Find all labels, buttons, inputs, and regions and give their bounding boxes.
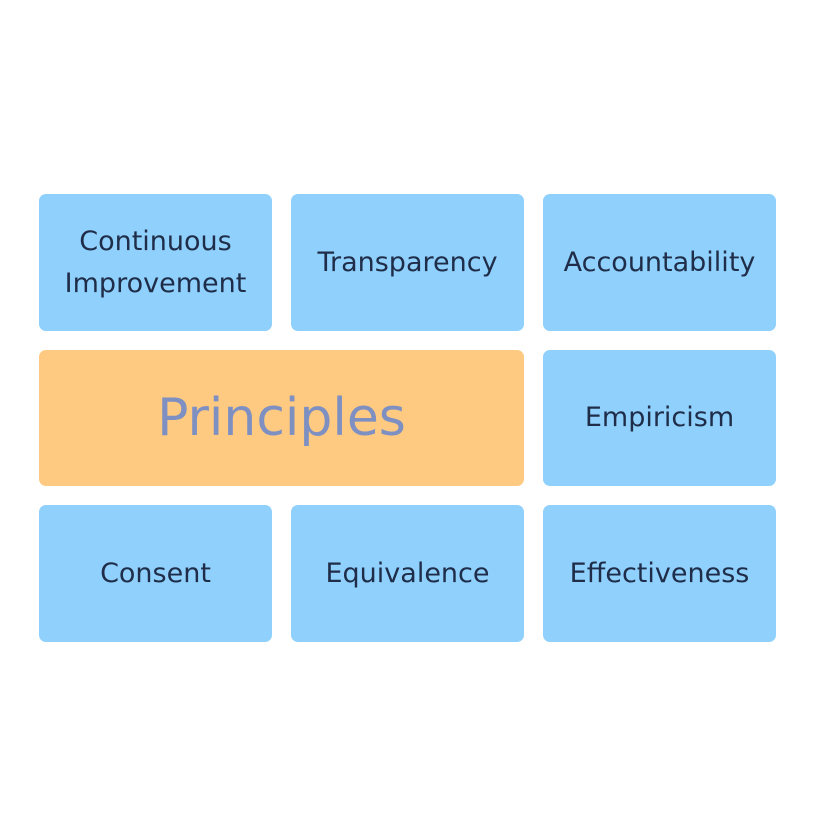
center-title: Principles (157, 388, 406, 448)
tile-equivalence: Equivalence (291, 505, 524, 642)
tile-label: Transparency (317, 246, 498, 278)
tile-transparency: Transparency (291, 194, 524, 331)
principles-diagram: Continuous Improvement Transparency Acco… (39, 194, 777, 642)
tile-principles-center: Principles (39, 350, 524, 486)
tile-label: Empiricism (584, 402, 735, 433)
tile-consent: Consent (39, 505, 272, 642)
tile-accountability: Accountability (543, 194, 776, 331)
tile-effectiveness: Effectiveness (543, 505, 776, 642)
tile-label: Equivalence (325, 557, 490, 589)
tile-label: Continuous Improvement (64, 225, 247, 299)
tile-label: Accountability (563, 246, 756, 278)
tile-label: Consent (100, 557, 211, 589)
tile-continuous-improvement: Continuous Improvement (39, 194, 272, 331)
tile-label: Effectiveness (569, 557, 750, 589)
tile-empiricism: Empiricism (543, 350, 776, 486)
